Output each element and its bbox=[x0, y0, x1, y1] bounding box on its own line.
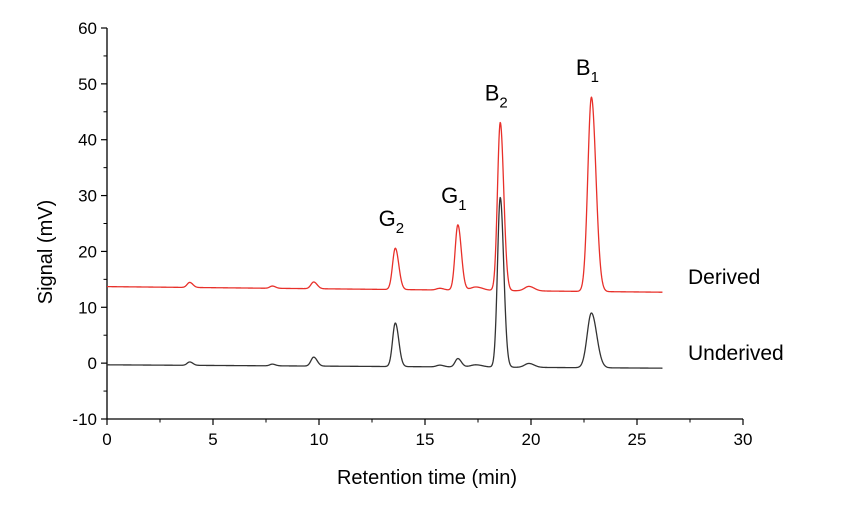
peak-label: G1 bbox=[441, 183, 466, 214]
peak-label: B2 bbox=[485, 80, 508, 111]
x-tick-label: 30 bbox=[734, 430, 753, 449]
peak-label-subscript: 2 bbox=[396, 220, 404, 237]
y-tick-label: 20 bbox=[78, 242, 97, 261]
y-tick-label: -10 bbox=[72, 410, 97, 429]
series-label-underived: Underived bbox=[688, 342, 784, 365]
y-tick-label: 60 bbox=[78, 19, 97, 38]
peak-label: B1 bbox=[576, 55, 599, 86]
y-axis-title: Signal (mV) bbox=[35, 200, 57, 304]
series-label-derived: Derived bbox=[688, 266, 760, 289]
peak-label-base: G bbox=[379, 206, 396, 231]
axes: 0 5 10 15 20 25 30 -10 0 10 20 30 40 50 60 bbox=[72, 19, 752, 449]
x-axis-title: Retention time (min) bbox=[337, 467, 517, 489]
y-tick-label: 50 bbox=[78, 75, 97, 94]
peak-label-base: G bbox=[441, 183, 458, 208]
x-tick-label: 0 bbox=[102, 430, 111, 449]
series-line-derived bbox=[106, 96, 663, 293]
peak-label-subscript: 1 bbox=[591, 69, 599, 86]
peak-label-subscript: 1 bbox=[458, 197, 466, 214]
x-tick-label: 25 bbox=[628, 430, 647, 449]
series-lines bbox=[106, 96, 663, 369]
peak-label-base: B bbox=[576, 55, 591, 80]
series-line-underived bbox=[106, 196, 663, 369]
peak-label-subscript: 2 bbox=[499, 94, 507, 111]
x-tick-label: 5 bbox=[208, 430, 217, 449]
peak-label-base: B bbox=[485, 80, 500, 105]
x-tick-label: 10 bbox=[310, 430, 329, 449]
y-tick-label: 30 bbox=[78, 187, 97, 206]
peak-label: G2 bbox=[379, 206, 404, 237]
y-tick-label: 0 bbox=[88, 354, 97, 373]
x-tick-label: 15 bbox=[416, 430, 435, 449]
y-tick-label: 40 bbox=[78, 131, 97, 150]
x-tick-label: 20 bbox=[522, 430, 541, 449]
y-tick-label: 10 bbox=[78, 298, 97, 317]
